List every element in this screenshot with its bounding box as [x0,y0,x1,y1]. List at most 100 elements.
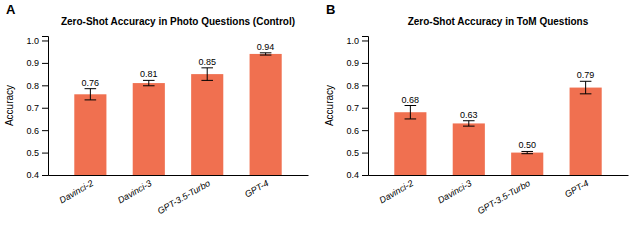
data-label: 0.94 [257,42,275,52]
tick-label: 0.5 [346,148,359,158]
bar [394,112,426,175]
error-bar-cap [143,85,155,86]
bar [511,153,543,175]
bar [191,74,223,175]
bar [133,83,165,175]
panel: 0.40.50.60.70.80.91.0Davinci-2Davinci-3G… [324,2,629,216]
bar [570,88,602,175]
y-axis: 0.4 0.5 0.6 0.7 0.8 0.9 1.0 [346,36,368,181]
tick-label: Davinci-3 [116,178,153,205]
y-tick: 0.4 [26,170,48,180]
tick-mark [362,175,368,176]
bar [453,123,485,175]
y-axis-title: Accuracy [4,85,15,126]
chart-container: 0.40.50.60.70.80.91.0Davinci-2Davinci-3G… [0,0,640,227]
tick-mark [42,130,48,131]
tick-label: 0.9 [26,58,39,68]
data-label: 0.79 [577,70,595,80]
tick-label: 1.0 [346,36,359,46]
marks [74,53,281,175]
data-label: 0.85 [198,57,216,67]
title: Zero-Shot Accuracy in ToM Questions [408,16,589,27]
axis-line [49,175,309,176]
tick-label: 0.4 [346,170,359,180]
x-tick: GPT-3.5-Turbo [476,175,532,216]
bar [74,94,106,175]
error-bar-stem [148,80,149,85]
y-tick: 0.5 [346,148,368,158]
y-tick: 1.0 [26,36,48,46]
panel-label: A [6,2,16,17]
x-tick: GPT-4 [243,175,270,199]
data-labels: 0.760.810.850.94 [82,42,275,88]
tick-mark [42,153,48,154]
tick-label: 0.5 [26,148,39,158]
y-axis: 0.4 0.5 0.6 0.7 0.8 0.9 1.0 [26,36,48,181]
y-tick: 0.7 [346,103,368,113]
error-bar-cap [85,88,97,89]
tick-mark [362,63,368,64]
bar [250,54,282,175]
y-tick: 0.6 [26,126,48,136]
tick-label: 1.0 [26,36,39,46]
y-tick: 0.8 [26,81,48,91]
tick-mark [362,153,368,154]
error-bar-cap [405,105,417,106]
axis-line [362,37,369,176]
y-tick: 0.8 [346,81,368,91]
y-tick: 0.5 [26,148,48,158]
error-bar-stem [207,68,208,81]
error-bar-cap [260,52,272,53]
tick-label: Davinci-3 [436,178,473,205]
error-bar-cap [580,81,592,82]
figure: 0.40.50.60.70.80.91.0Davinci-2Davinci-3G… [0,0,640,227]
panel-label: B [326,2,335,17]
tick-label: 0.6 [346,126,359,136]
tick-label: 0.9 [346,58,359,68]
data-label: 0.68 [402,95,420,105]
tick-label: Davinci-2 [378,178,415,205]
y-tick: 0.4 [346,170,368,180]
axis-line [369,175,629,176]
tick-label: 0.7 [346,103,359,113]
x-tick: Davinci-3 [116,175,153,205]
tick-mark [362,85,368,86]
y-tick: 0.6 [346,126,368,136]
error-bar-cap [201,67,213,68]
y-axis-title: Accuracy [324,85,335,126]
error-bar [463,121,475,126]
error-bar-cap [521,151,533,152]
x-tick: GPT-4 [563,175,590,199]
error-bar-cap [521,153,533,154]
error-bar-cap [201,80,213,81]
tick-mark [362,130,368,131]
tick-mark [42,175,48,176]
tick-label: GPT-3.5-Turbo [156,178,212,216]
error-bar-cap [405,118,417,119]
x-tick: Davinci-3 [436,175,473,205]
error-bar-stem [468,121,469,126]
tick-label: GPT-4 [563,178,590,200]
title: Zero-Shot Accuracy in Photo Questions (C… [61,16,295,27]
tick-label: GPT-3.5-Turbo [476,178,532,216]
tick-label: GPT-4 [243,178,270,200]
error-bar-cap [143,80,155,81]
y-tick: 0.7 [26,103,48,113]
data-label: 0.81 [140,69,158,79]
error-bar [405,106,417,119]
tick-label: 0.4 [26,170,39,180]
data-label: 0.63 [460,110,478,120]
x-axis: Davinci-2Davinci-3GPT-3.5-TurboGPT-4 [49,175,309,216]
tick-label: 0.6 [26,126,39,136]
y-tick: 1.0 [346,36,368,46]
error-bar-cap [463,120,475,121]
x-tick: GPT-3.5-Turbo [156,175,212,216]
tick-mark [42,108,48,109]
error-bar-cap [463,126,475,127]
marks [394,81,601,175]
tick-mark [42,63,48,64]
error-bar [143,80,155,85]
error-bar-stem [585,81,586,94]
error-bar-cap [260,55,272,56]
error-bar-cap [85,99,97,100]
